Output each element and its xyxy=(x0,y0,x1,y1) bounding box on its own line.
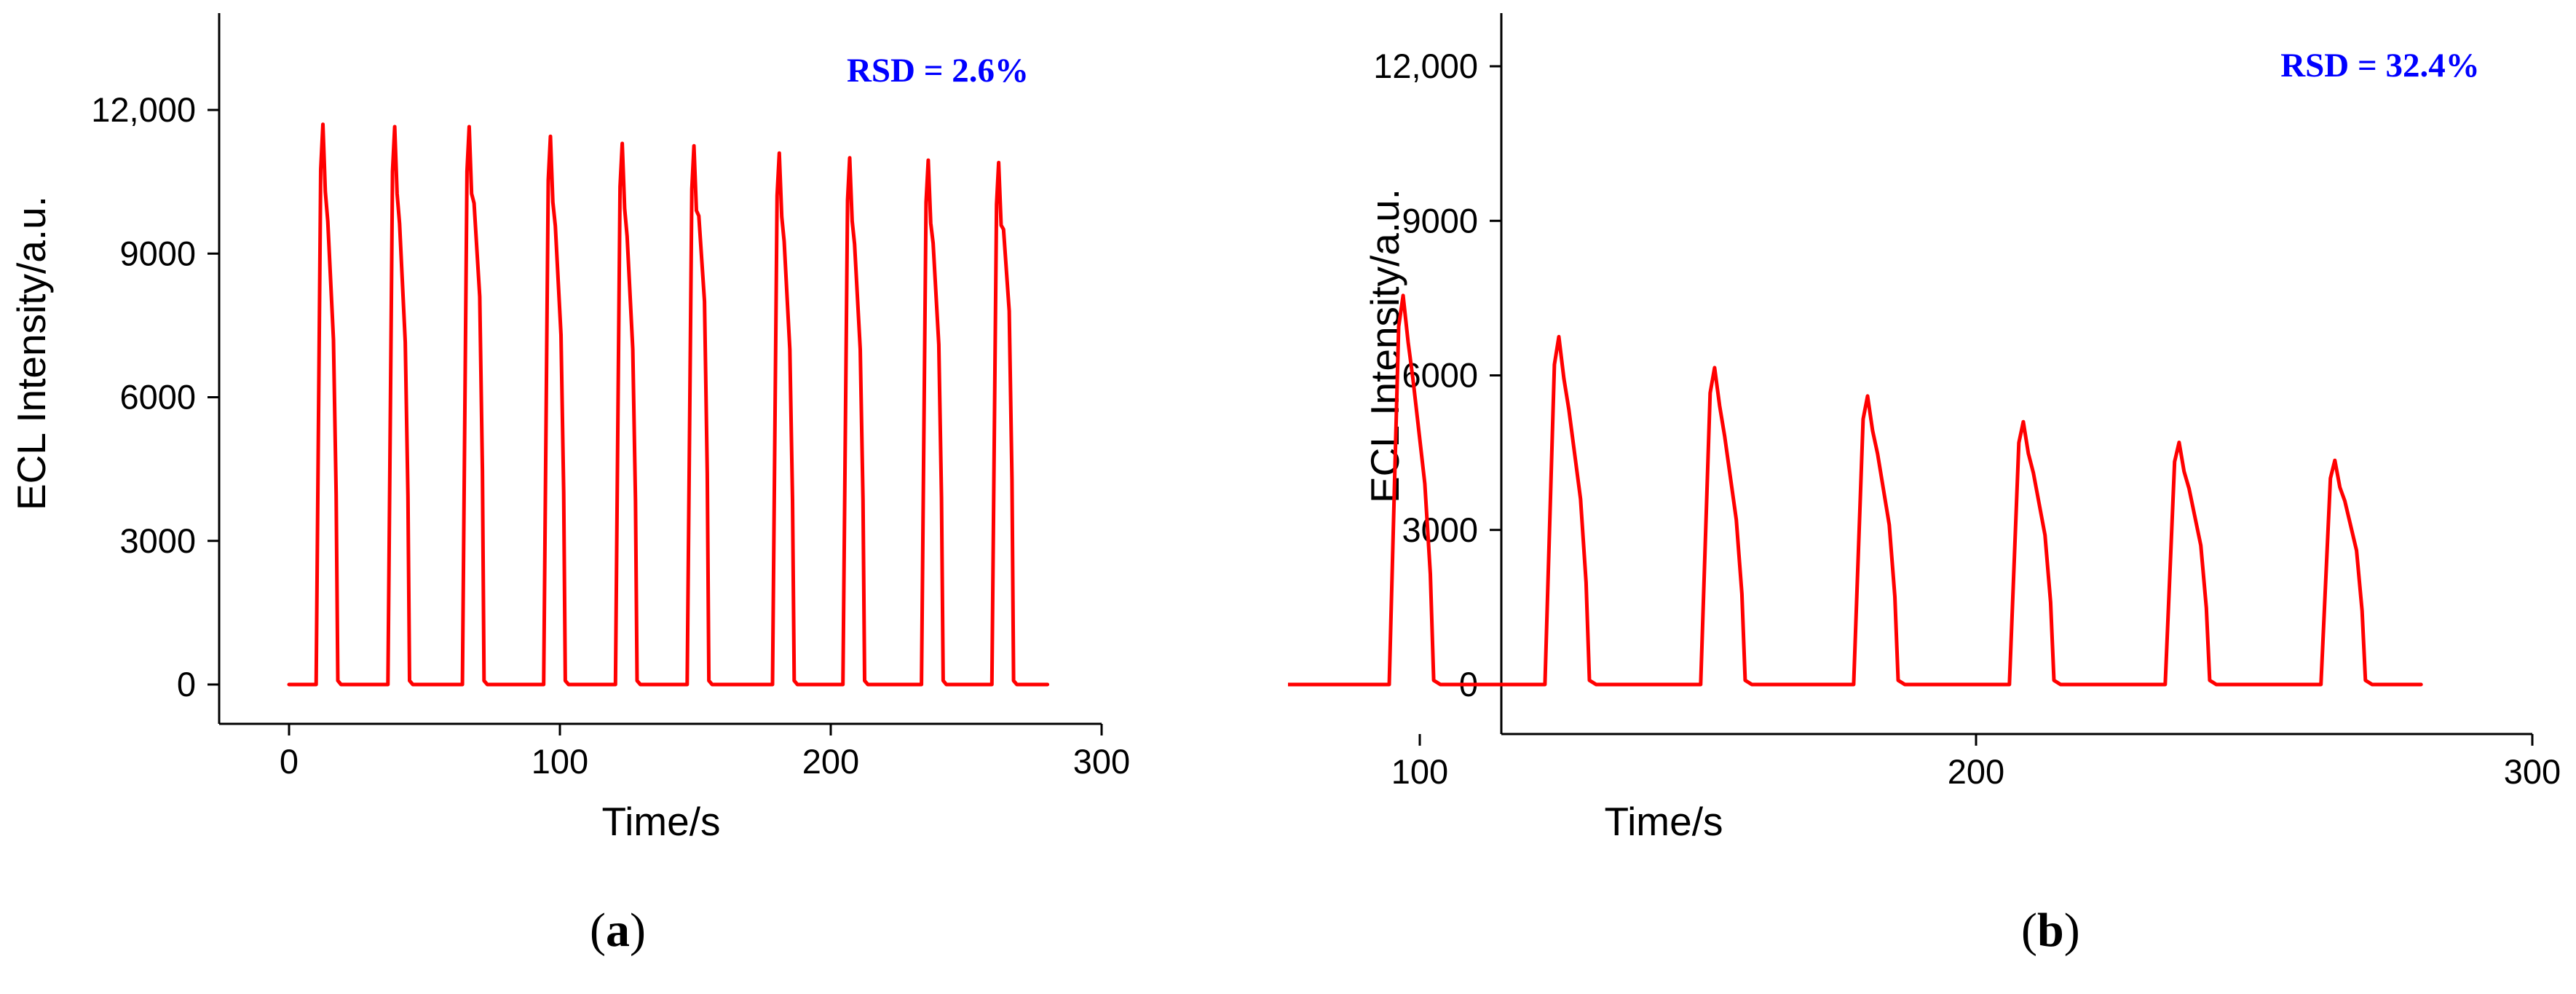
x-axis-title: Time/s xyxy=(1605,799,1723,844)
rsd-annotation: RSD = 32.4% xyxy=(2280,47,2480,84)
x-tick-label: 300 xyxy=(2504,752,2561,791)
ecl-intensity-line xyxy=(1288,293,2423,687)
y-axis-title: ECL Intensity/a.u. xyxy=(1362,189,1407,503)
y-tick-label: 3000 xyxy=(1402,510,1478,549)
ecl-intensity-line xyxy=(287,122,1050,687)
y-tick-label: 9000 xyxy=(119,234,196,272)
x-tick-label: 200 xyxy=(802,742,859,781)
series-ecl-trace xyxy=(1288,293,2423,687)
y-tick-label: 12,000 xyxy=(91,90,196,129)
x-tick-label: 300 xyxy=(1073,742,1130,781)
y-axis-title: ECL Intensity/a.u. xyxy=(9,196,54,510)
x-tick-label: 0 xyxy=(280,742,299,781)
panel-label-b: (b) xyxy=(2021,904,2080,957)
rsd-annotation: RSD = 2.6% xyxy=(847,52,1029,90)
y-tick-label: 12,000 xyxy=(1373,47,1478,85)
series-ecl-trace xyxy=(287,122,1050,687)
x-axis-title: Time/s xyxy=(602,799,721,844)
y-tick-label: 9000 xyxy=(1402,201,1478,240)
y-tick-label: 0 xyxy=(177,665,196,703)
chart-panel-a: 0 3000 6000 9000 12,000 0 100 200 300 ECL Intensi… xyxy=(9,13,1130,844)
y-tick-label: 3000 xyxy=(119,521,196,560)
x-tick-label: 100 xyxy=(1391,752,1448,791)
y-tick-label: 6000 xyxy=(119,378,196,417)
axes: 0 3000 6000 9000 12,000 0 100 200 300 xyxy=(91,13,1130,781)
panel-label-a: (a) xyxy=(590,904,646,957)
x-tick-label: 200 xyxy=(1948,752,2004,791)
x-tick-label: 100 xyxy=(532,742,588,781)
